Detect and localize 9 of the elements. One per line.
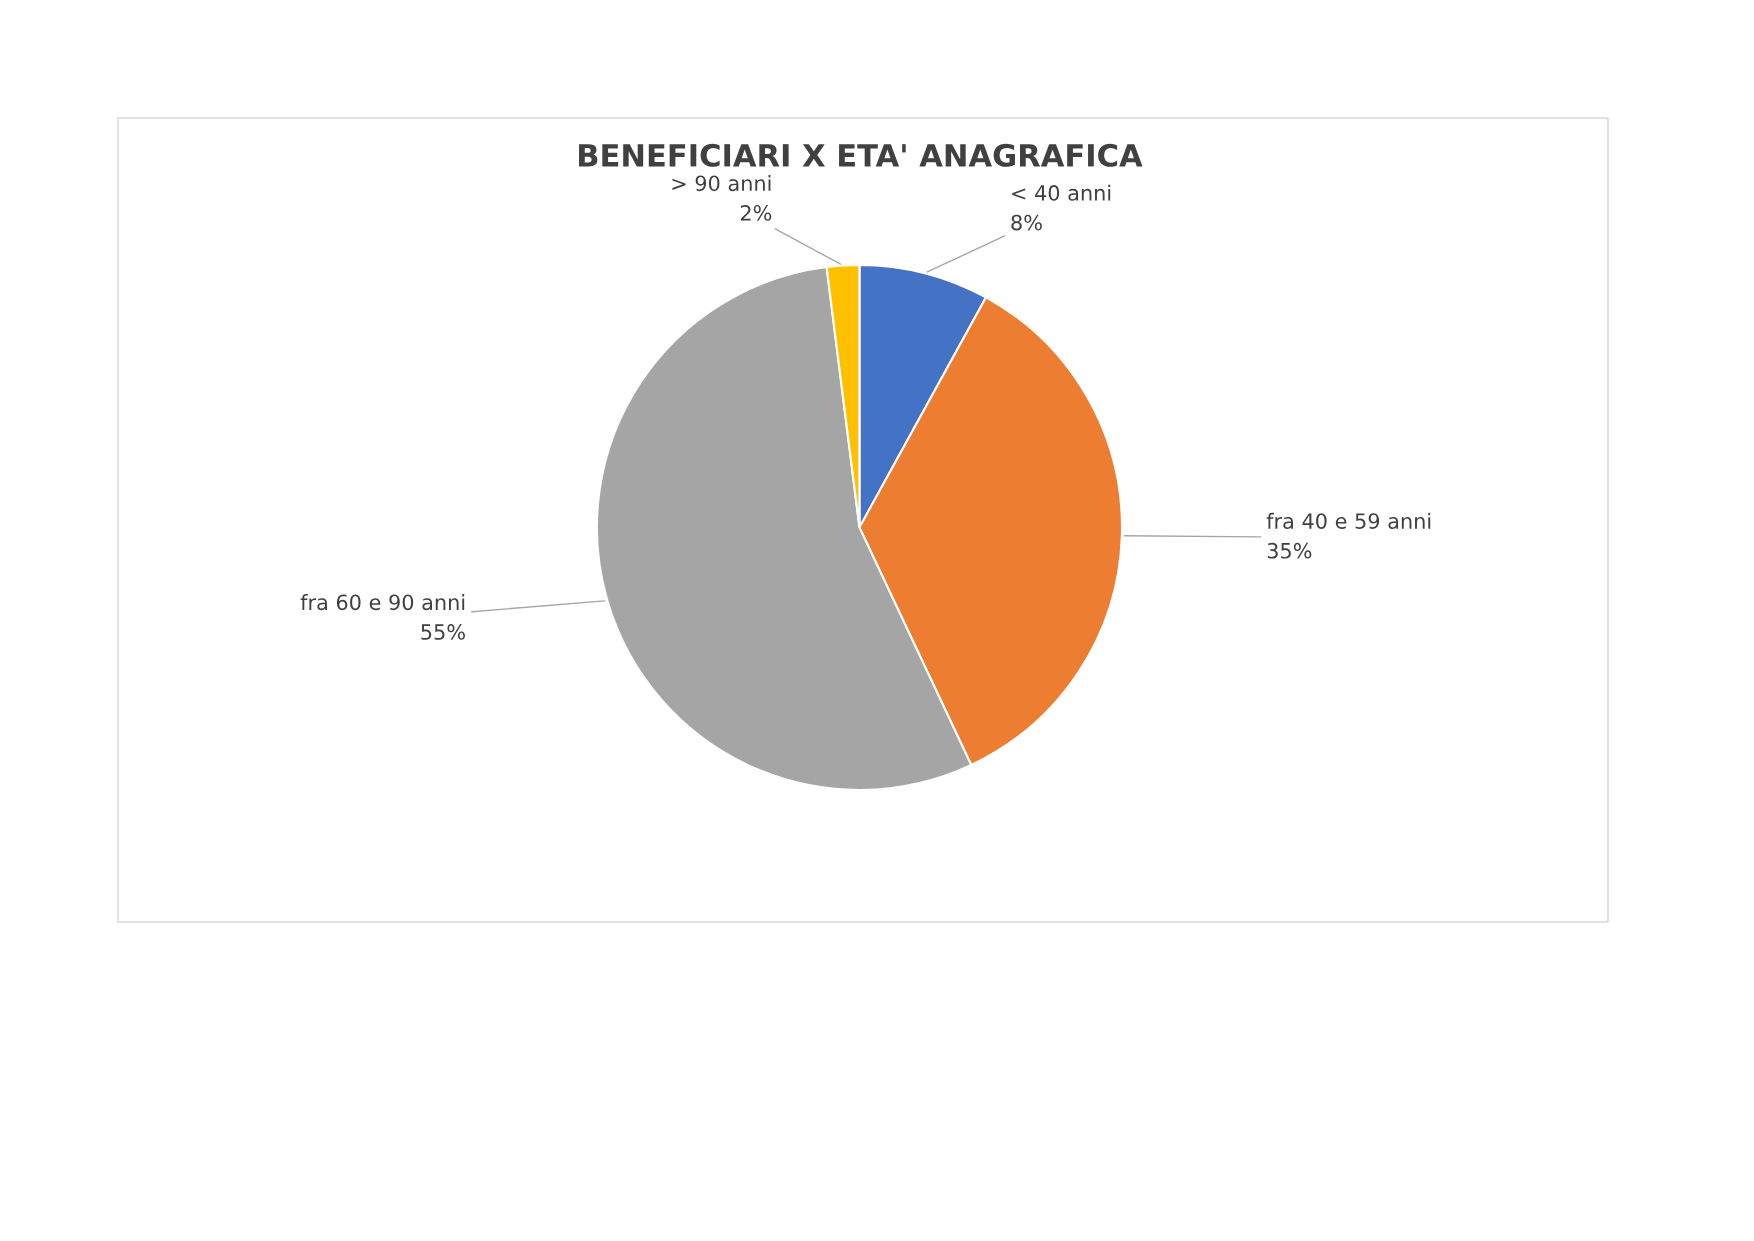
slice-label: fra 40 e 59 anni [1266,512,1431,529]
slice-label: < 40 anni [1012,184,1111,201]
data-label: 2% [740,205,772,221]
data-label: 8% [1011,214,1042,231]
data-label: 35% [1267,542,1312,559]
chart-title: BENEFICIARI X ETA' ANAGRAFICA [579,143,1143,167]
data-label: 55% [421,624,465,640]
slice-label: fra 60 e 90 anni [300,594,465,611]
slice-label: > 90 anni [672,175,771,192]
